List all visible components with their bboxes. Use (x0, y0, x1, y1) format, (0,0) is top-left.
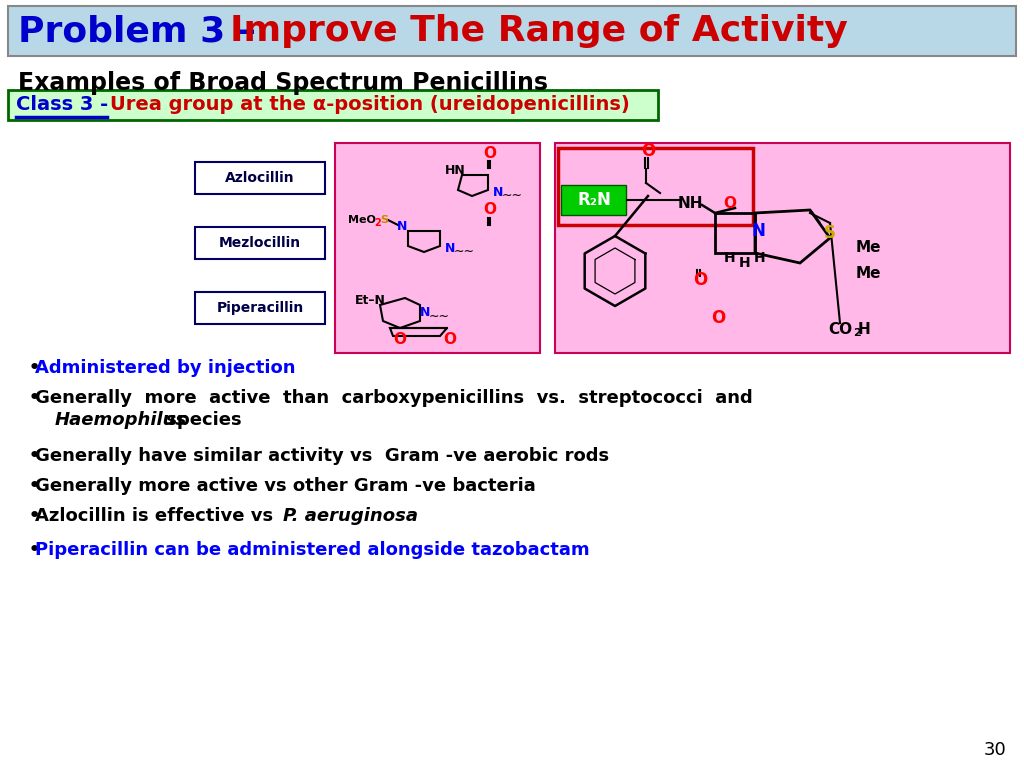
Bar (195, 292, 325, 324)
Text: Urea group at the α-position (ureidopenicillins): Urea group at the α-position (ureidopeni… (110, 95, 630, 114)
Text: H: H (724, 251, 736, 265)
Text: •: • (28, 540, 41, 560)
Text: H: H (739, 256, 751, 270)
Text: Azlocillin: Azlocillin (225, 171, 295, 185)
Text: O: O (483, 203, 497, 217)
Text: O: O (641, 142, 655, 160)
Bar (558, 148, 753, 225)
Text: Administered by injection: Administered by injection (35, 359, 296, 377)
Text: 2: 2 (375, 218, 381, 228)
Bar (8, 6, 1016, 56)
Text: O: O (693, 271, 708, 289)
Text: •: • (28, 388, 41, 408)
Text: •: • (28, 506, 41, 526)
Text: Class 3 -: Class 3 - (16, 95, 115, 114)
Text: O: O (443, 333, 457, 347)
Text: O: O (483, 145, 497, 161)
Text: N: N (420, 306, 430, 319)
Text: Generally have similar activity vs  Gram -ve aerobic rods: Generally have similar activity vs Gram … (35, 447, 609, 465)
Text: Mezlocillin: Mezlocillin (219, 236, 301, 250)
Text: H: H (755, 251, 766, 265)
Bar (8, 90, 658, 120)
Bar (561, 185, 626, 215)
Text: ∼∼: ∼∼ (454, 244, 474, 257)
Text: 30: 30 (984, 741, 1007, 759)
Text: O: O (393, 333, 407, 347)
Text: N: N (397, 220, 408, 233)
Text: MeO: MeO (348, 215, 376, 225)
Text: CO: CO (828, 323, 852, 337)
Text: S: S (380, 215, 388, 225)
Text: ∼∼: ∼∼ (502, 188, 522, 201)
Text: N: N (444, 241, 456, 254)
Text: N: N (493, 186, 503, 198)
Text: Generally more active vs other Gram -ve bacteria: Generally more active vs other Gram -ve … (35, 477, 536, 495)
Text: Problem 3 –: Problem 3 – (18, 14, 268, 48)
Text: Examples of Broad Spectrum Penicillins: Examples of Broad Spectrum Penicillins (18, 71, 548, 95)
Text: P. aeruginosa: P. aeruginosa (283, 507, 418, 525)
Bar (195, 227, 325, 259)
Text: O: O (711, 309, 725, 327)
Text: NH: NH (677, 196, 702, 210)
Text: Me: Me (855, 266, 881, 280)
Text: HN: HN (444, 164, 465, 177)
Text: •: • (28, 446, 41, 466)
Text: H: H (858, 323, 870, 337)
Text: O: O (724, 196, 736, 210)
Text: ∼∼: ∼∼ (428, 310, 450, 323)
Text: Haemophilus: Haemophilus (55, 411, 187, 429)
Text: species: species (160, 411, 242, 429)
Text: Piperacillin: Piperacillin (216, 301, 304, 315)
Bar (335, 143, 540, 353)
Text: •: • (28, 358, 41, 378)
Text: Azlocillin is effective vs: Azlocillin is effective vs (35, 507, 280, 525)
Text: 2: 2 (853, 328, 861, 338)
Text: Piperacillin can be administered alongside tazobactam: Piperacillin can be administered alongsi… (35, 541, 590, 559)
Bar (195, 162, 325, 194)
Bar (555, 143, 1010, 353)
Text: Generally  more  active  than  carboxypenicillins  vs.  streptococci  and: Generally more active than carboxypenici… (35, 389, 753, 407)
Text: R₂N: R₂N (578, 191, 611, 209)
Text: Me: Me (855, 240, 881, 256)
Text: N: N (751, 222, 765, 240)
Text: Et–N: Et–N (354, 293, 385, 306)
Text: Improve The Range of Activity: Improve The Range of Activity (230, 14, 848, 48)
Text: •: • (28, 476, 41, 496)
Text: S: S (824, 224, 836, 242)
